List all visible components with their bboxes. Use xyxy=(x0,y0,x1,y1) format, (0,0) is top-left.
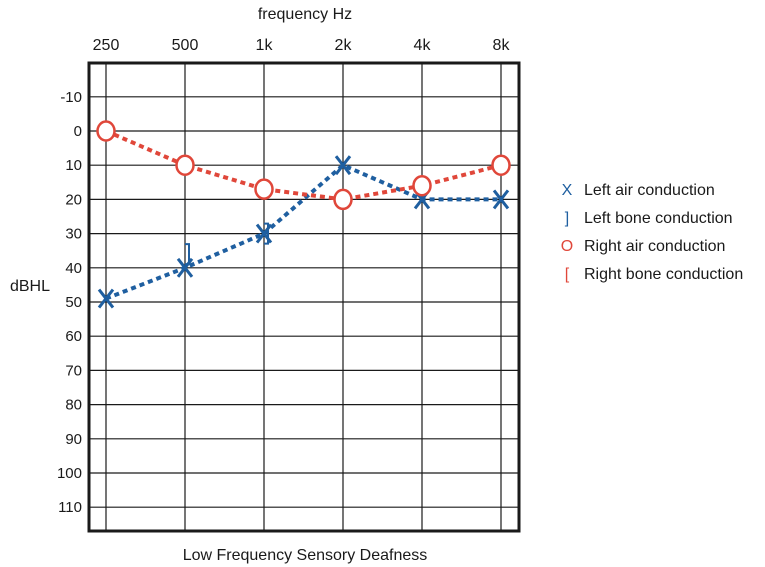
legend-symbol: [ xyxy=(565,266,570,283)
x-tick-label: 2k xyxy=(335,37,353,54)
y-tick-label: 50 xyxy=(65,294,82,311)
grid xyxy=(89,63,519,531)
x-tick-label: 250 xyxy=(93,37,120,54)
y-tick-label: 10 xyxy=(65,157,82,174)
y-tick-label: 110 xyxy=(58,499,82,516)
y-tick-label: 0 xyxy=(74,123,82,140)
y-axis-title: dBHL xyxy=(10,278,50,295)
legend-label: Left bone conduction xyxy=(584,210,733,227)
y-tick-label: 70 xyxy=(65,362,82,379)
series-line-0 xyxy=(105,162,501,301)
legend: X Left air conduction] Left bone conductio… xyxy=(561,182,743,283)
chart-title: Low Frequency Sensory Deafness xyxy=(183,547,428,564)
y-tick-label: 80 xyxy=(65,397,82,414)
y-tick-label: 60 xyxy=(65,328,82,345)
left-bone-marker xyxy=(185,243,190,266)
y-tick-label: 20 xyxy=(65,191,82,208)
y-tick-label: 30 xyxy=(65,226,82,243)
y-tick-label: -10 xyxy=(60,89,82,106)
plot-frame xyxy=(87,61,521,533)
y-tick-label: 90 xyxy=(65,431,82,448)
left-air-marker xyxy=(97,288,115,309)
right-air-marker xyxy=(333,188,353,211)
x-tick-label: 8k xyxy=(493,37,511,54)
x-tick-label: 1k xyxy=(256,37,274,54)
x-tick-label: 500 xyxy=(172,37,199,54)
right-air-marker xyxy=(96,120,116,142)
legend-symbol: O xyxy=(561,238,573,255)
legend-label: Right air conduction xyxy=(584,238,725,255)
right-air-marker xyxy=(175,154,195,176)
y-tick-labels: -10 0 10 20 30 40 50 60 70 80 90 100 110 xyxy=(57,89,82,516)
legend-label: Left air conduction xyxy=(584,182,715,199)
y-tick-label: 40 xyxy=(65,260,82,277)
right-air-marker xyxy=(412,174,432,197)
series-markers xyxy=(96,120,511,309)
legend-symbol: X xyxy=(562,182,573,199)
y-tick-label: 100 xyxy=(57,465,82,482)
series-line-2 xyxy=(105,129,502,202)
series-lines xyxy=(105,129,502,301)
left-air-marker xyxy=(334,155,352,176)
right-air-marker xyxy=(254,178,274,200)
x-tick-label: 4k xyxy=(414,37,432,54)
left-bone-marker xyxy=(264,222,269,245)
right-air-marker xyxy=(491,154,511,176)
x-axis-title: frequency Hz xyxy=(258,6,352,23)
legend-label: Right bone conduction xyxy=(584,266,743,283)
x-tick-labels: 250 500 1k 2k 4k 8k xyxy=(93,37,511,54)
left-air-marker xyxy=(492,189,510,210)
legend-symbol: ] xyxy=(565,210,569,227)
